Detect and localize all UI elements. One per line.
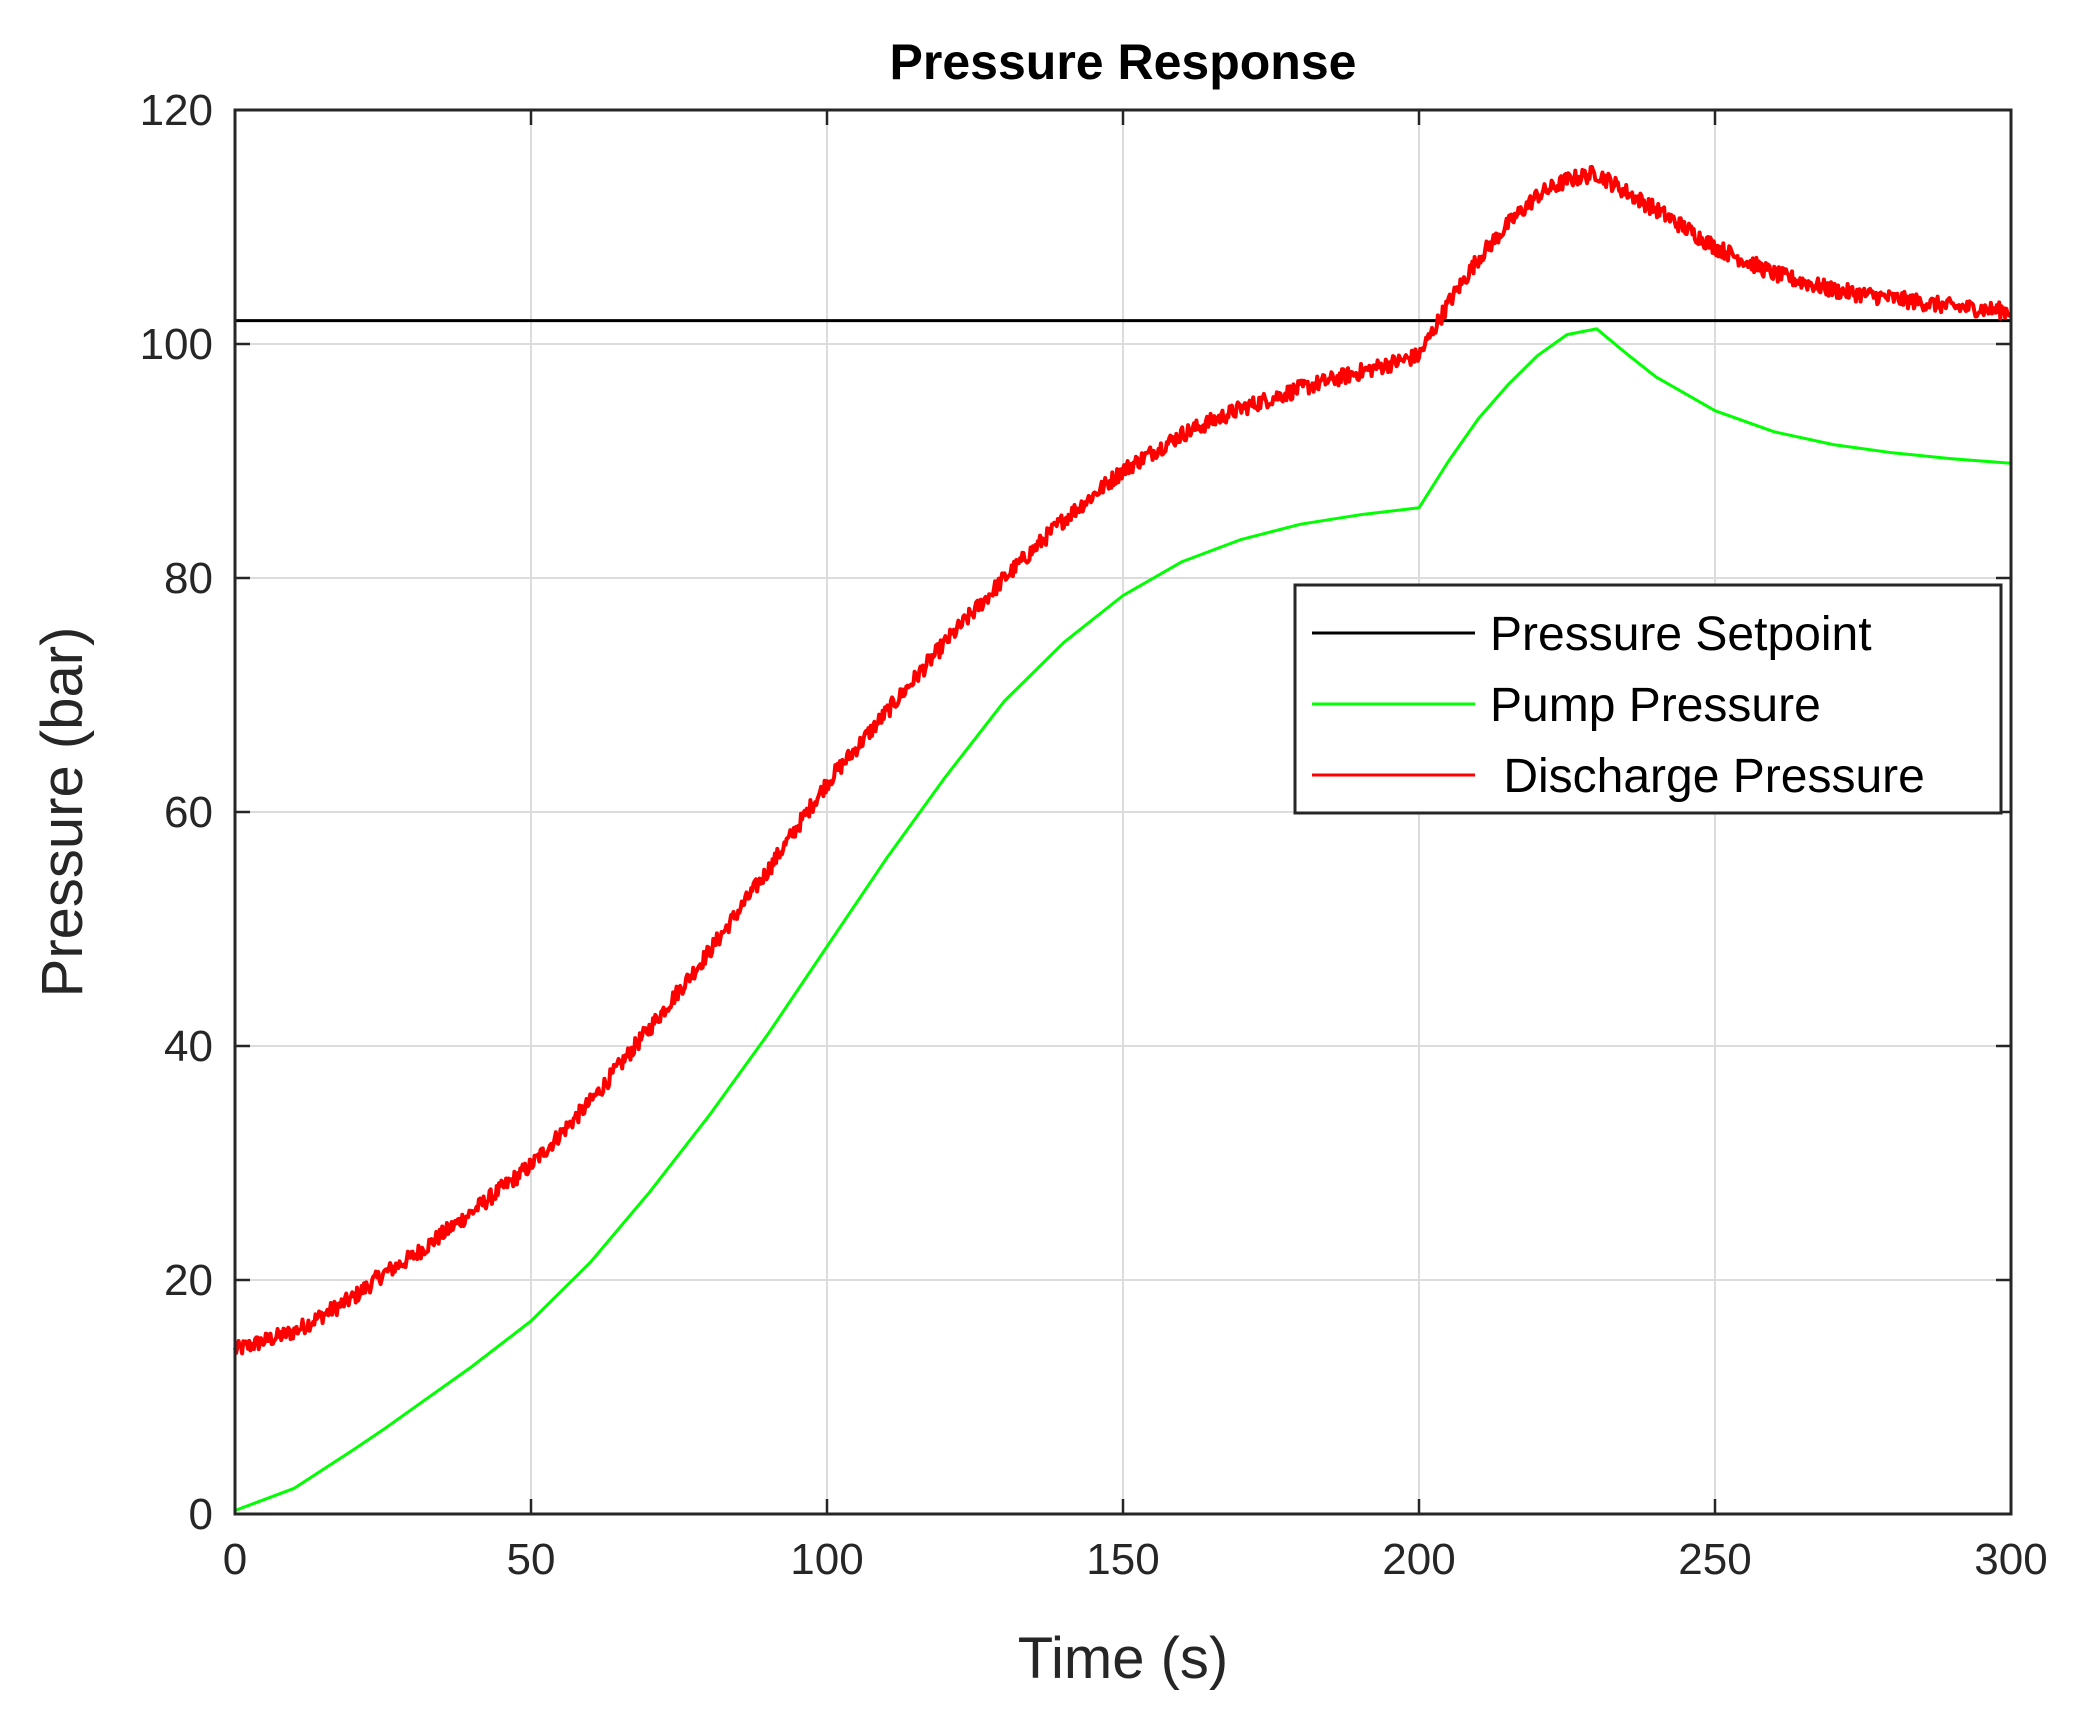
tick-layer: 0 50 100 150 200 250 300 0 20 40 60 80 100 120 (140, 86, 2048, 1584)
x-tick-label: 50 (507, 1535, 556, 1584)
series-layer (233, 164, 2013, 1512)
chart-title: Pressure Response (890, 34, 1357, 90)
y-tick-label: 40 (164, 1022, 213, 1071)
x-tick-label: 300 (1974, 1535, 2047, 1584)
y-tick-label: 80 (164, 554, 213, 603)
y-tick-label: 60 (164, 788, 213, 837)
y-tick-label: 120 (140, 86, 213, 135)
x-tick-label: 0 (223, 1535, 247, 1584)
series-line-pump (234, 327, 2012, 1512)
legend-label-discharge: Discharge Pressure (1490, 750, 1925, 803)
y-tick-label: 20 (164, 1256, 213, 1305)
y-tick-label: 100 (140, 320, 213, 369)
x-tick-label: 250 (1678, 1535, 1751, 1584)
x-tick-label: 100 (790, 1535, 863, 1584)
x-tick-label: 200 (1382, 1535, 1455, 1584)
y-axis-label: Pressure (bar) (30, 627, 95, 998)
y-tick-label: 0 (189, 1490, 213, 1539)
legend-label-setpoint: Pressure Setpoint (1490, 608, 1872, 661)
series-line-discharge (233, 164, 2013, 1356)
legend: Pressure Setpoint Pump Pressure Discharg… (1293, 583, 2003, 815)
x-axis-label: Time (s) (1018, 1626, 1228, 1691)
x-tick-label: 150 (1086, 1535, 1159, 1584)
legend-label-pump: Pump Pressure (1490, 679, 1821, 732)
